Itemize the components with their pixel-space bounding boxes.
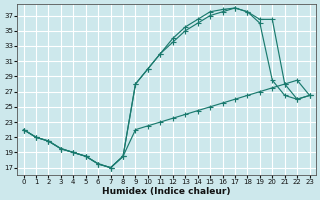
- X-axis label: Humidex (Indice chaleur): Humidex (Indice chaleur): [102, 187, 231, 196]
